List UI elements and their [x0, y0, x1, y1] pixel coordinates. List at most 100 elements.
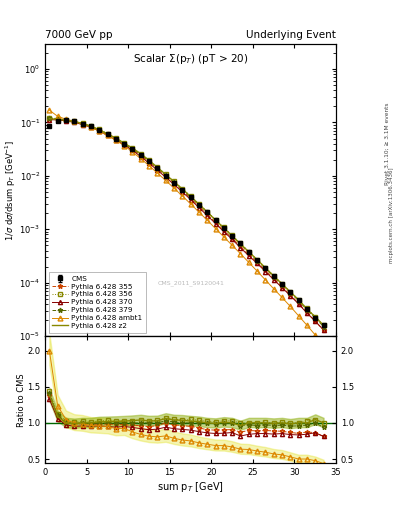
Pythia 6.428 379 — [222, 225, 226, 231]
Pythia 6.428 355 — [47, 116, 52, 122]
Pythia 6.428 ambt1 — [196, 209, 201, 215]
Pythia 6.428 379 — [97, 127, 101, 133]
Pythia 6.428 356 — [255, 257, 259, 263]
Pythia 6.428 356 — [296, 296, 301, 303]
Pythia 6.428 379 — [64, 117, 68, 123]
Pythia 6.428 ambt1 — [72, 118, 77, 124]
Pythia 6.428 379 — [130, 146, 135, 152]
Pythia 6.428 ambt1 — [205, 217, 209, 223]
Pythia 6.428 355 — [321, 327, 326, 333]
Pythia 6.428 355 — [105, 132, 110, 138]
Pythia 6.428 379 — [321, 324, 326, 330]
Pythia 6.428 z2 — [230, 233, 235, 239]
Pythia 6.428 379 — [196, 202, 201, 208]
Pythia 6.428 356 — [88, 123, 93, 129]
Pythia 6.428 356 — [80, 120, 85, 126]
Pythia 6.428 z2 — [305, 306, 309, 312]
Pythia 6.428 355 — [88, 124, 93, 130]
Pythia 6.428 356 — [280, 281, 285, 287]
Pythia 6.428 355 — [180, 187, 185, 194]
Pythia 6.428 379 — [213, 217, 218, 223]
Pythia 6.428 ambt1 — [147, 163, 151, 169]
Pythia 6.428 ambt1 — [213, 225, 218, 231]
Pythia 6.428 356 — [230, 232, 235, 239]
Pythia 6.428 z2 — [105, 131, 110, 137]
Pythia 6.428 356 — [64, 117, 68, 123]
Pythia 6.428 ambt1 — [163, 177, 168, 183]
Pythia 6.428 z2 — [321, 322, 326, 328]
Text: CMS_2011_S9120041: CMS_2011_S9120041 — [157, 281, 224, 286]
Pythia 6.428 ambt1 — [263, 277, 268, 283]
Pythia 6.428 356 — [246, 249, 251, 255]
Pythia 6.428 356 — [188, 193, 193, 199]
Pythia 6.428 355 — [163, 173, 168, 179]
Pythia 6.428 379 — [138, 152, 143, 158]
Pythia 6.428 ambt1 — [222, 234, 226, 240]
Pythia 6.428 z2 — [238, 241, 243, 247]
Line: Pythia 6.428 356: Pythia 6.428 356 — [47, 116, 326, 327]
Pythia 6.428 z2 — [122, 140, 127, 146]
Pythia 6.428 ambt1 — [130, 149, 135, 155]
Pythia 6.428 ambt1 — [122, 142, 127, 148]
Pythia 6.428 370 — [205, 212, 209, 219]
Pythia 6.428 ambt1 — [280, 294, 285, 301]
Line: Pythia 6.428 ambt1: Pythia 6.428 ambt1 — [47, 108, 326, 347]
Pythia 6.428 z2 — [263, 265, 268, 271]
Pythia 6.428 379 — [105, 131, 110, 137]
Pythia 6.428 356 — [180, 186, 185, 192]
Pythia 6.428 ambt1 — [188, 201, 193, 207]
Pythia 6.428 355 — [230, 235, 235, 241]
Pythia 6.428 379 — [280, 282, 285, 288]
Pythia 6.428 370 — [196, 204, 201, 210]
Legend: CMS, Pythia 6.428 355, Pythia 6.428 356, Pythia 6.428 370, Pythia 6.428 379, Pyt: CMS, Pythia 6.428 355, Pythia 6.428 356,… — [49, 272, 146, 332]
Pythia 6.428 370 — [321, 327, 326, 333]
Pythia 6.428 355 — [222, 227, 226, 233]
Pythia 6.428 379 — [255, 258, 259, 264]
Line: Pythia 6.428 379: Pythia 6.428 379 — [47, 116, 326, 329]
Pythia 6.428 z2 — [188, 194, 193, 200]
Pythia 6.428 ambt1 — [138, 156, 143, 162]
Pythia 6.428 ambt1 — [321, 342, 326, 348]
Pythia 6.428 370 — [246, 252, 251, 259]
Pythia 6.428 356 — [47, 115, 52, 121]
Pythia 6.428 370 — [222, 229, 226, 235]
Pythia 6.428 356 — [263, 265, 268, 271]
Pythia 6.428 379 — [163, 172, 168, 178]
Pythia 6.428 379 — [313, 315, 318, 321]
Pythia 6.428 355 — [305, 309, 309, 315]
Pythia 6.428 ambt1 — [64, 116, 68, 122]
Pythia 6.428 ambt1 — [271, 286, 276, 292]
Pythia 6.428 z2 — [130, 145, 135, 151]
Pythia 6.428 ambt1 — [246, 259, 251, 265]
Pythia 6.428 355 — [138, 153, 143, 159]
Pythia 6.428 356 — [147, 157, 151, 163]
Pythia 6.428 370 — [280, 285, 285, 291]
X-axis label: sum p$_T$ [GeV]: sum p$_T$ [GeV] — [157, 480, 224, 494]
Pythia 6.428 370 — [172, 181, 176, 187]
Pythia 6.428 356 — [271, 273, 276, 279]
Pythia 6.428 370 — [138, 154, 143, 160]
Pythia 6.428 355 — [238, 243, 243, 249]
Pythia 6.428 356 — [130, 145, 135, 151]
Pythia 6.428 356 — [105, 131, 110, 137]
Pythia 6.428 370 — [288, 293, 293, 299]
Pythia 6.428 ambt1 — [230, 242, 235, 248]
Pythia 6.428 355 — [172, 180, 176, 186]
Pythia 6.428 ambt1 — [238, 250, 243, 257]
Pythia 6.428 370 — [213, 221, 218, 227]
Pythia 6.428 370 — [80, 121, 85, 127]
Pythia 6.428 355 — [55, 116, 60, 122]
Pythia 6.428 ambt1 — [305, 322, 309, 328]
Pythia 6.428 z2 — [288, 289, 293, 295]
Pythia 6.428 379 — [246, 249, 251, 255]
Pythia 6.428 379 — [271, 273, 276, 280]
Pythia 6.428 370 — [163, 174, 168, 180]
Pythia 6.428 370 — [271, 276, 276, 283]
Pythia 6.428 379 — [230, 233, 235, 239]
Pythia 6.428 ambt1 — [114, 137, 118, 143]
Pythia 6.428 370 — [263, 268, 268, 274]
Pythia 6.428 356 — [305, 305, 309, 311]
Pythia 6.428 z2 — [147, 157, 151, 163]
Pythia 6.428 370 — [255, 260, 259, 266]
Pythia 6.428 355 — [155, 166, 160, 172]
